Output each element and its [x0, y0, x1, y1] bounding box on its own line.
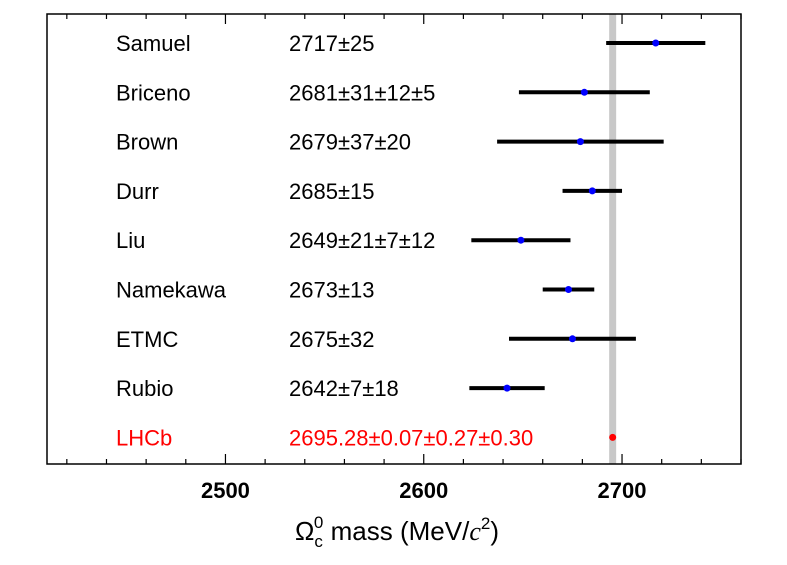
data-point	[503, 384, 511, 392]
row-name: Brown	[116, 130, 178, 155]
row-value-label: 2673±13	[289, 278, 375, 303]
row-value-label: 2717±25	[289, 31, 375, 56]
reference-band	[609, 14, 617, 464]
row-value-label: 2681±31±12±5	[289, 80, 435, 105]
x-axis-symbol-sub: c	[314, 532, 323, 551]
row-name: Durr	[116, 179, 159, 204]
data-point	[568, 335, 576, 343]
row-name: Briceno	[116, 80, 191, 105]
row-value-label: 2675±32	[289, 327, 375, 352]
row-value-label: 2685±15	[289, 179, 375, 204]
row-value-label: 2649±21±7±12	[289, 228, 435, 253]
x-ticks: 2500 2600 2700	[66, 14, 742, 503]
row-name: Rubio	[116, 376, 173, 401]
x-tick-label: 2600	[399, 478, 448, 503]
data-point	[580, 88, 588, 96]
data-point	[564, 286, 572, 293]
plot-frame	[46, 13, 742, 465]
row-name: Samuel	[116, 31, 191, 56]
x-axis-unit-power: 2	[481, 514, 490, 533]
row-value-label: 2695.28±0.07±0.27±0.30	[289, 425, 533, 450]
data-point	[576, 138, 584, 146]
row-value-label: 2642±7±18	[289, 376, 399, 401]
x-axis-unit-symbol: c	[469, 517, 481, 546]
data-point	[517, 236, 525, 244]
x-axis-title: Ωc0 mass (MeV/c2)	[295, 513, 499, 551]
x-axis-symbol: Ω	[295, 516, 314, 546]
data-point	[588, 187, 596, 195]
data-point	[652, 39, 660, 47]
data-point	[609, 433, 617, 441]
x-axis-close: )	[490, 516, 499, 546]
x-axis-text: mass (MeV/	[323, 516, 470, 546]
row-name: Namekawa	[116, 278, 227, 303]
row-name: Liu	[116, 228, 145, 253]
row-name: LHCb	[116, 425, 172, 450]
row-value-label: 2679±37±20	[289, 130, 411, 155]
x-tick-label: 2500	[201, 478, 250, 503]
rows-layer: Samuel 2717±25 Briceno 2681±31±12±5 Brown 267…	[116, 31, 706, 450]
x-tick-label: 2700	[598, 478, 647, 503]
row-name: ETMC	[116, 327, 178, 352]
x-axis-symbol-sup: 0	[314, 513, 323, 532]
